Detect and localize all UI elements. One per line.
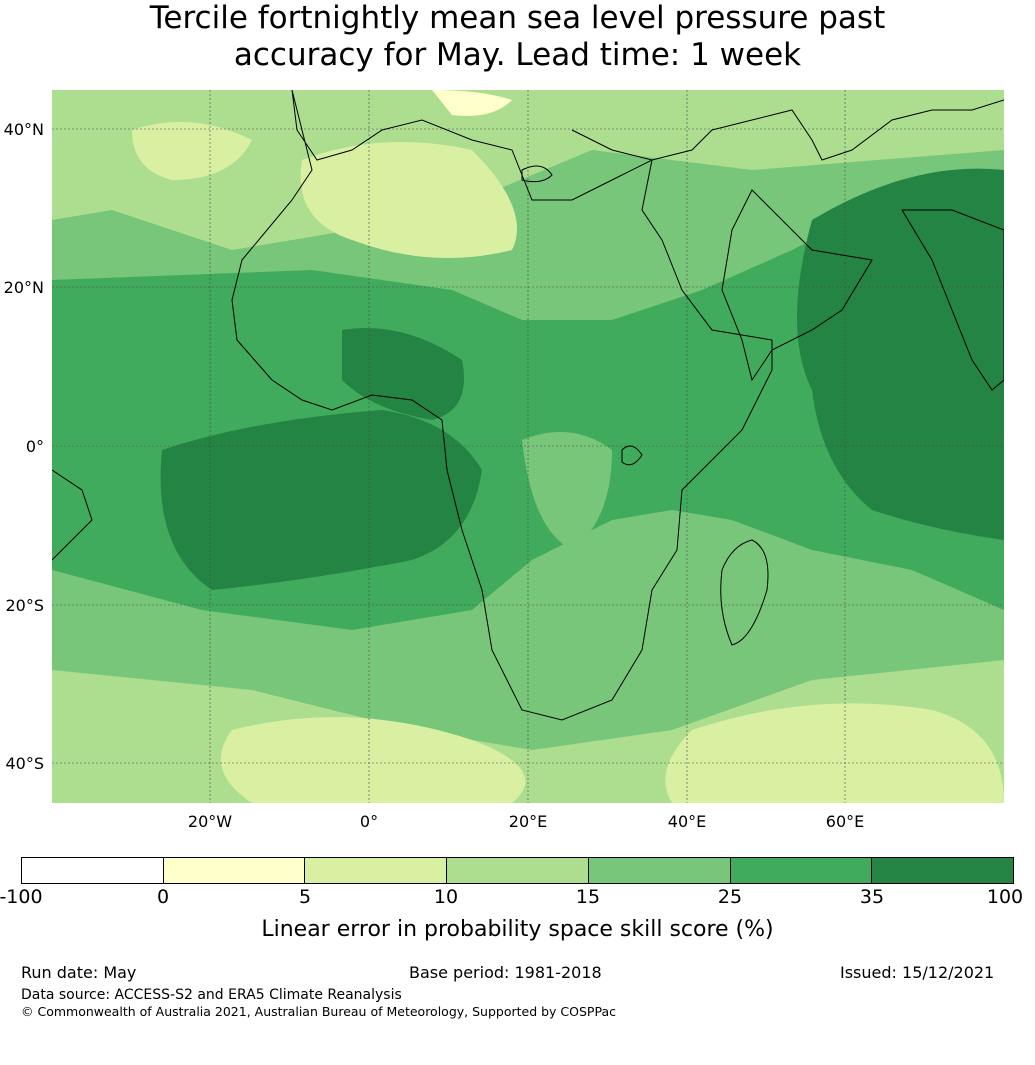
indian-ocean-core [797, 168, 1004, 541]
colorbar-tick: 100 [986, 886, 1024, 908]
lake-victoria [621, 445, 643, 466]
colorbar-tick: 0 [156, 886, 170, 908]
title-line-2: accuracy for May. Lead time: 1 week [233, 37, 802, 73]
title-line-1: Tercile fortnightly mean sea level press… [149, 0, 886, 36]
colorbar-segment [730, 858, 873, 883]
colorbar-segment [588, 858, 731, 883]
med-light-patch [432, 90, 512, 116]
colorbar-segment [22, 858, 164, 883]
colorbar-tick: 25 [717, 886, 743, 908]
copyright: © Commonwealth of Australia 2021, Austra… [21, 1004, 616, 1019]
west-africa-core [342, 328, 464, 420]
lon-label-20w: 20°W [187, 812, 233, 831]
south-america-coast [52, 469, 93, 561]
base-period: Base period: 1981-2018 [409, 963, 602, 982]
sahara-light-patch [300, 142, 517, 258]
africa-coast [231, 90, 773, 721]
lat-label-20s: 20°S [5, 596, 44, 615]
colorbar-tick: 5 [298, 886, 312, 908]
colorbar-tick: 10 [433, 886, 459, 908]
lat-label-40s: 40°S [5, 754, 44, 773]
lon-label-20e: 20°E [508, 812, 548, 831]
colorbar-segment [872, 858, 1014, 883]
coastlines [52, 90, 1004, 721]
lat-label-40n: 40°N [3, 120, 44, 139]
colorbar-tick: 35 [859, 886, 885, 908]
lon-label-40e: 40°E [667, 812, 707, 831]
colorbar-tick: -100 [0, 886, 43, 908]
lon-label-60e: 60°E [825, 812, 865, 831]
north-coast [571, 99, 1004, 161]
lat-label-20n: 20°N [3, 278, 44, 297]
colorbar-label: Linear error in probability space skill … [261, 917, 774, 942]
island [521, 165, 553, 183]
run-date: Run date: May [21, 963, 137, 982]
madagascar-coast [720, 539, 769, 646]
issued-date: Issued: 15/12/2021 [840, 963, 995, 982]
south-light-patch-2 [665, 703, 1004, 803]
skill-score-map [52, 90, 1004, 803]
arabia-coast [721, 189, 873, 382]
colorbar-segment [447, 858, 589, 883]
atlantic-north-light-patch [132, 122, 252, 180]
lon-label-0: 0° [359, 812, 379, 831]
colorbar-segment [305, 858, 448, 883]
colorbar [21, 857, 1014, 884]
chart-title: Tercile fortnightly mean sea level press… [0, 0, 1035, 74]
lat-label-0: 0° [25, 437, 44, 456]
data-source: Data source: ACCESS-S2 and ERA5 Climate … [21, 987, 402, 1003]
south-atlantic-core [160, 410, 483, 590]
india-coast [901, 209, 1004, 391]
colorbar-segment [163, 858, 306, 883]
south-light-patch-1 [220, 717, 526, 803]
graticule [52, 90, 1004, 803]
central-africa-patch [522, 432, 612, 550]
colorbar-tick: 15 [575, 886, 601, 908]
map-canvas [52, 90, 1004, 803]
